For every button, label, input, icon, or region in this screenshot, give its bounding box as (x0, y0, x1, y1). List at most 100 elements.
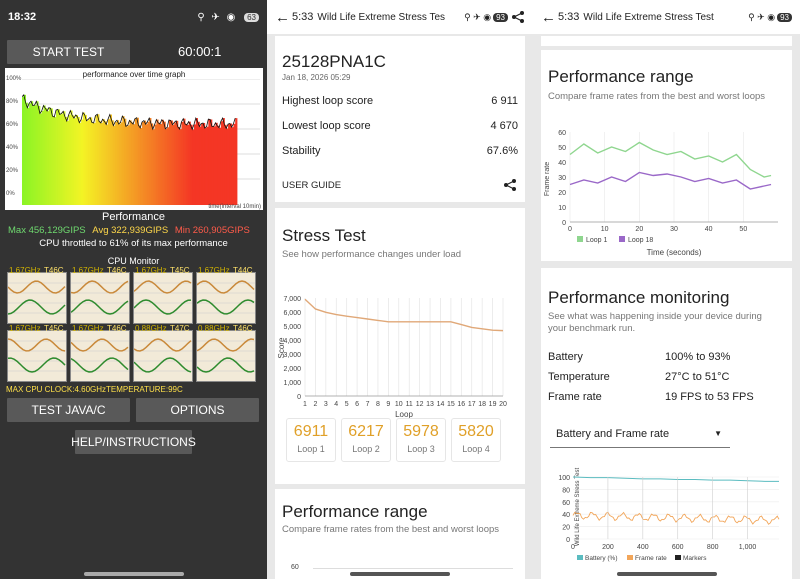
back-arrow-icon[interactable]: ← (541, 8, 556, 26)
cpu-core-graph (7, 272, 67, 324)
graph-bar (38, 105, 41, 205)
status-bar: 18:32 ⚲ ✈ ◉ 63 (0, 0, 267, 34)
graph-bar (34, 105, 37, 205)
loop-score-card[interactable]: 6217 Loop 2 (341, 418, 391, 462)
frequency-line (7, 357, 66, 373)
graph-bar (91, 122, 95, 205)
frequency-line (70, 357, 129, 373)
status-time: 5:33 (292, 11, 314, 23)
graph-bar (231, 127, 234, 205)
frequency-line (70, 299, 129, 315)
graph-bar (181, 121, 184, 205)
x-tick: 10 (601, 226, 609, 233)
y-tick: 20 (562, 525, 570, 532)
options-button[interactable]: OPTIONS (136, 398, 259, 422)
x-tick: 15 (447, 401, 455, 408)
x-tick: 20 (635, 226, 643, 233)
cpu-core-plot (70, 280, 129, 315)
graph-bar (224, 124, 227, 205)
graph-bar (72, 115, 75, 205)
x-tick: 0 (568, 226, 572, 233)
graph-bar (102, 119, 105, 205)
graph-bar (163, 121, 166, 205)
loop-score-card[interactable]: 6911 Loop 1 (286, 418, 336, 462)
row-label: Stability (282, 145, 321, 157)
graph-bar (215, 122, 218, 205)
graph-bar (142, 121, 145, 205)
help-instructions-button[interactable]: HELP/INSTRUCTIONS (71, 430, 196, 454)
graph-bar (206, 126, 209, 205)
battery-icon: 93 (493, 12, 508, 22)
graph-bar (197, 121, 200, 205)
x-tick: 400 (637, 544, 649, 551)
graph-bar (152, 129, 155, 205)
loop-score-card[interactable]: 5978 Loop 3 (396, 418, 446, 462)
graph-bar (168, 120, 172, 205)
graph-bar (50, 108, 53, 205)
x-tick: 40 (705, 226, 713, 233)
x-axis-label: Time (seconds) (647, 248, 702, 257)
graph-bar (108, 119, 111, 205)
graph-bar (61, 113, 64, 205)
row-label: Lowest loop score (282, 120, 371, 132)
frequency-line (196, 357, 255, 373)
test-timer: 60:00:1 (178, 44, 222, 59)
share-icon[interactable] (503, 178, 517, 192)
graph-bar (127, 125, 130, 205)
graph-bar (47, 111, 50, 205)
back-arrow-icon[interactable]: ← (275, 8, 290, 26)
stress-test-subtitle: See how performance changes under load (282, 249, 462, 260)
x-tick: 4 (334, 401, 338, 408)
graph-bar (65, 116, 68, 205)
test-java-button[interactable]: TEST JAVA/C (7, 398, 130, 422)
cpu-core-plot (7, 280, 66, 315)
graph-bar (147, 121, 150, 205)
legend-swatch (619, 236, 625, 242)
max-cpu-clock: MAX CPU CLOCK:4.60GHz (6, 385, 107, 394)
legend-label: Markers (683, 555, 707, 562)
performance-range-card: Performance range Compare frame rates fr… (275, 489, 525, 579)
graph-bar (100, 122, 104, 205)
cpu-temperature: T47C (170, 324, 190, 333)
graph-bar (208, 119, 211, 205)
graph-bar (151, 123, 154, 205)
graph-bar (129, 120, 132, 205)
graph-bar (90, 117, 93, 205)
x-tick: 14 (437, 401, 445, 408)
loop-score-card[interactable]: 5820 Loop 4 (451, 418, 501, 462)
series-line (569, 171, 772, 190)
cpu-temperature: T46C (233, 324, 253, 333)
graph-bar (43, 105, 46, 205)
legend-swatch (577, 236, 583, 242)
cpu-core-graph (196, 272, 256, 324)
graph-bar (109, 114, 112, 205)
graph-bar (145, 124, 148, 205)
graph-bar (170, 120, 173, 205)
chart-type-dropdown[interactable]: Battery and Frame rate ▼ (550, 420, 730, 448)
graph-bar (77, 116, 80, 205)
graph-bar (95, 115, 98, 205)
3dmark-monitoring-panel: ← 5:33 Wild Life Extreme Stress Test ⚲ ✈… (533, 0, 800, 579)
performance-range-subtitle: Compare frame rates from the best and wo… (548, 91, 766, 102)
monitoring-label: Temperature (548, 371, 610, 383)
y-tick: 80 (562, 487, 570, 494)
graph-bar (29, 103, 32, 205)
y-axis-label: Score (277, 337, 286, 358)
device-code: 25128PNA1C (282, 52, 386, 71)
graph-bar (213, 126, 216, 205)
legend-label: Loop 18 (628, 237, 653, 244)
cpu-core-plot (133, 338, 192, 373)
share-icon[interactable] (511, 10, 525, 24)
status-time: 5:33 (558, 11, 580, 23)
graph-bar (122, 116, 125, 205)
loop-score-value: 5978 (403, 423, 439, 440)
legend-label: Frame rate (635, 555, 667, 562)
cpu-frequency: 0.88GHz (135, 324, 167, 333)
graph-bar (154, 124, 157, 205)
home-indicator (350, 572, 450, 576)
perf-avg: Avg 322,939GIPS (92, 225, 169, 236)
start-test-button[interactable]: START TEST (7, 40, 130, 64)
graph-bar (185, 123, 188, 205)
x-tick: 17 (468, 401, 476, 408)
user-guide-link[interactable]: USER GUIDE (282, 180, 342, 191)
